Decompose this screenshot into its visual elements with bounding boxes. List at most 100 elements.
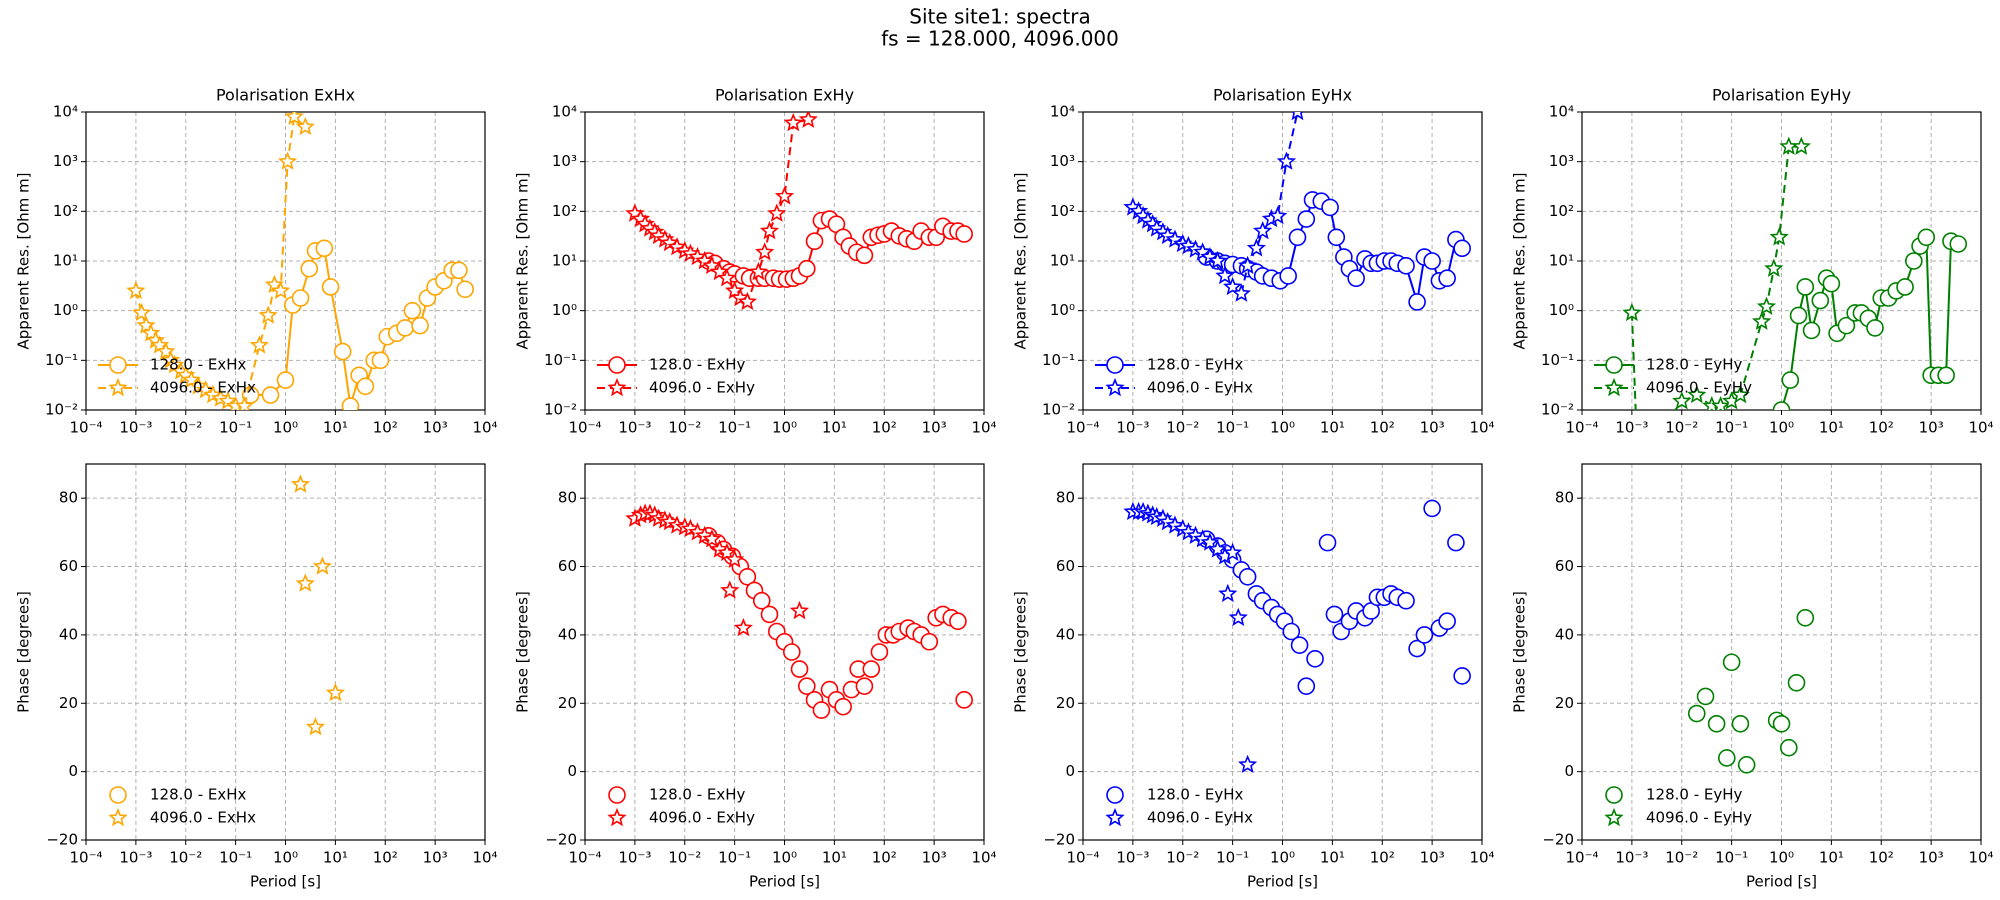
legend: 128.0 - EyHx 4096.0 - EyHx (1105, 786, 1253, 827)
y-tick-label: 10² (1549, 202, 1574, 220)
x-tick-label: 10³ (423, 849, 448, 867)
y-tick-label: 10³ (1549, 152, 1574, 170)
x-tick-label: 10² (373, 419, 398, 437)
circle-marker (855, 677, 874, 695)
circle-marker (1347, 269, 1365, 288)
circle-marker (798, 259, 816, 278)
circle-marker (1772, 401, 1791, 410)
subplot: 10⁻⁴ 10⁻³ 10⁻² 10⁻¹ 10⁰ 10¹ 10² 10³ 10⁴ −20 0 20 40 6… (514, 463, 997, 891)
circle-marker (805, 232, 824, 251)
plot-frame (584, 463, 985, 841)
plot-frame (85, 111, 486, 411)
legend-marker (608, 356, 626, 374)
star-marker (1228, 607, 1248, 627)
circle-marker (1949, 235, 1968, 253)
circle-marker (949, 612, 967, 631)
legend: 128.0 - EyHy 4096.0 - EyHy (1594, 356, 1752, 397)
star-marker (295, 116, 315, 136)
circle-marker (1288, 228, 1307, 247)
circle-marker (1822, 274, 1841, 293)
circle-marker (812, 701, 831, 719)
circle-marker (341, 397, 360, 410)
legend-label: 128.0 - EyHx (1147, 786, 1244, 804)
circle-marker (1811, 291, 1830, 310)
x-tick-label: 10⁻² (1665, 849, 1698, 867)
x-tick-label: 10⁰ (273, 419, 298, 437)
legend-label: 4096.0 - ExHy (649, 379, 755, 397)
legend-label: 4096.0 - ExHx (150, 809, 256, 827)
circle-marker (333, 342, 352, 361)
x-tick-label: 10³ (1919, 849, 1944, 867)
x-tick-label: 10⁴ (1469, 849, 1494, 867)
circle-marker (291, 289, 310, 307)
circle-marker (760, 605, 779, 624)
subplot-title: Polarisation EyHx (1213, 86, 1352, 105)
star-marker (1218, 583, 1238, 603)
x-tick-label: 10⁻¹ (718, 419, 751, 437)
legend-label: 128.0 - EyHy (1646, 786, 1743, 804)
star-marker (720, 580, 740, 599)
circle-marker (1408, 293, 1426, 311)
star-marker (755, 242, 775, 261)
x-tick-label: 10⁰ (273, 849, 298, 867)
x-tick-label: 10⁻³ (618, 849, 651, 867)
star-marker (1791, 136, 1811, 155)
subplot-title: Polarisation ExHy (715, 86, 854, 105)
circle-marker (456, 280, 474, 299)
circle-marker (1796, 609, 1815, 627)
legend: 128.0 - ExHy 4096.0 - ExHy (607, 786, 755, 827)
y-tick-label: 80 (558, 489, 577, 507)
subplot: 10⁻⁴ 10⁻³ 10⁻² 10⁻¹ 10⁰ 10¹ 10² 10³ 10⁴ 10⁻² 10⁻¹ 1… (1012, 86, 1495, 437)
legend-marker (1605, 356, 1623, 374)
circle-marker (261, 386, 280, 404)
circle-marker (1802, 321, 1821, 340)
star-marker (312, 556, 332, 575)
legend-marker (1106, 356, 1124, 374)
y-tick-label: 10⁻¹ (544, 351, 577, 369)
x-tick-label: 10⁻⁴ (69, 849, 102, 867)
star-marker (1764, 258, 1784, 277)
y-tick-label: 10¹ (552, 252, 577, 270)
x-tick-label: 10⁻² (668, 419, 701, 437)
circle-marker (1397, 591, 1415, 610)
x-tick-label: 10⁻² (169, 849, 202, 867)
star-marker (258, 305, 278, 324)
y-tick-label: 60 (1056, 557, 1075, 575)
star-marker (733, 617, 753, 637)
circle-marker (1896, 278, 1914, 296)
circle-marker (300, 259, 319, 278)
star-marker (1238, 754, 1258, 774)
star-marker (295, 573, 315, 592)
star-marker (325, 682, 345, 702)
y-tick-label: 10⁻¹ (1042, 351, 1075, 369)
y-tick-label: 10⁻¹ (45, 351, 78, 369)
legend-label: 128.0 - ExHx (150, 356, 247, 374)
figure-title: Site site1: spectra (909, 5, 1090, 29)
x-tick-label: 10⁻² (1166, 849, 1199, 867)
circle-marker (1282, 622, 1301, 641)
circle-marker (1327, 228, 1346, 247)
star-marker (1711, 396, 1731, 410)
x-tick-label: 10⁻¹ (1216, 849, 1249, 867)
circle-marker (1717, 749, 1736, 767)
x-tick-label: 10³ (922, 419, 947, 437)
circle-marker (790, 660, 809, 678)
circle-marker (315, 239, 334, 258)
y-tick-label: 10¹ (1050, 252, 1075, 270)
x-tick-label: 10³ (423, 419, 448, 437)
subplot: 10⁻⁴ 10⁻³ 10⁻² 10⁻¹ 10⁰ 10¹ 10² 10³ 10⁴ −20 0 20 40 6… (1511, 463, 1994, 891)
legend: 128.0 - ExHy 4096.0 - ExHy (597, 356, 755, 397)
circle-marker (1779, 738, 1798, 757)
y-tick-label: 10⁰ (1050, 301, 1075, 319)
legend-label: 128.0 - EyHy (1646, 356, 1743, 374)
y-tick-label: 10² (552, 202, 577, 220)
circle-marker (1796, 278, 1815, 296)
star-marker (774, 186, 795, 205)
y-tick-label: −20 (1043, 831, 1075, 849)
star-marker (1268, 205, 1288, 225)
x-tick-label: 10⁴ (1968, 419, 1993, 437)
x-tick-label: 10⁻⁴ (1565, 849, 1598, 867)
x-tick-label: 10⁻⁴ (568, 419, 601, 437)
legend: 128.0 - ExHx 4096.0 - ExHx (108, 786, 256, 827)
x-tick-label: 10⁻³ (119, 419, 152, 437)
